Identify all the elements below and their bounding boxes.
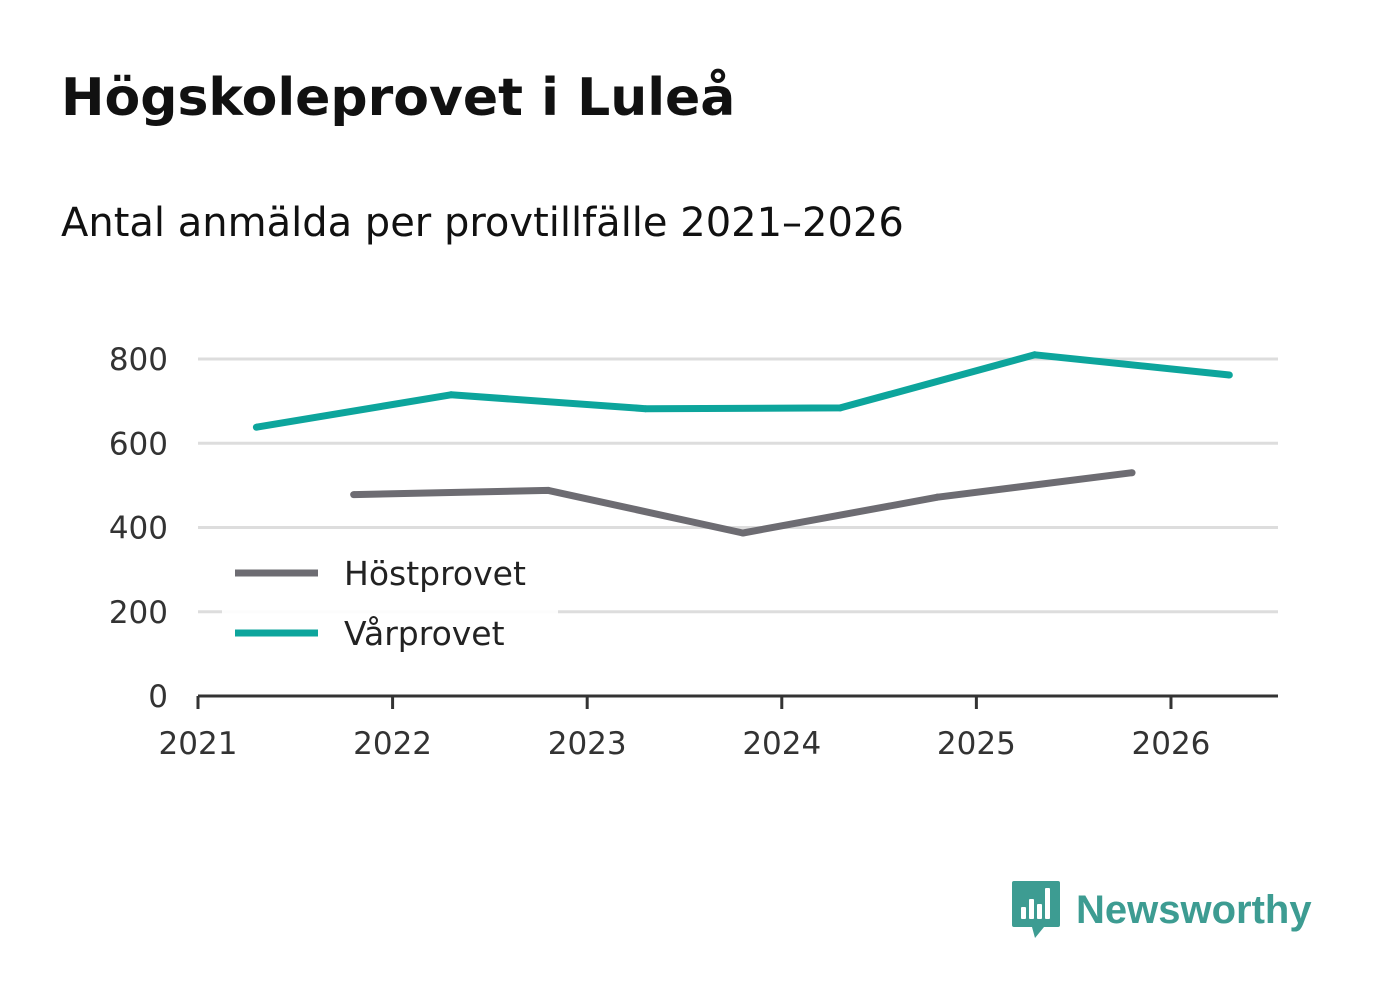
x-tick-label: 2023 — [548, 726, 627, 762]
data-point — [642, 405, 650, 413]
chart-subtitle: Antal anmälda per provtillfälle 2021–202… — [61, 200, 904, 246]
data-point — [447, 391, 455, 399]
y-tick-label: 0 — [148, 679, 168, 715]
data-point — [350, 491, 358, 499]
x-tick-label: 2026 — [1132, 726, 1211, 762]
data-point — [1031, 351, 1039, 359]
data-point — [933, 493, 941, 501]
x-tick-label: 2022 — [353, 726, 432, 762]
y-tick-label: 400 — [109, 511, 168, 547]
axes: 0 200 400 600 800 2021 2022 2023 2024 2025 2026 — [109, 342, 1278, 762]
series-line-hostprovet — [353, 469, 1133, 537]
x-tick-label: 2025 — [937, 726, 1016, 762]
newsworthy-logo-icon — [1012, 881, 1060, 938]
x-tick-label: 2021 — [159, 726, 238, 762]
data-point — [1128, 469, 1136, 477]
y-tick-label: 800 — [109, 342, 168, 378]
series-line-varprovet — [255, 351, 1230, 431]
series-lines — [252, 351, 1233, 537]
data-point — [836, 404, 844, 412]
legend-label: Vårprovet — [344, 614, 505, 653]
brand-logo: Newsworthy — [1010, 878, 1312, 942]
legend-background — [222, 545, 558, 665]
legend-label: Höstprovet — [344, 554, 526, 593]
x-tick-label: 2024 — [742, 726, 821, 762]
data-point — [544, 486, 552, 494]
chart-title: Högskoleprovet i Luleå — [61, 68, 736, 128]
y-tick-label: 600 — [109, 426, 168, 462]
y-tick-label: 200 — [109, 595, 168, 631]
data-point — [1225, 371, 1233, 379]
data-point — [252, 423, 260, 431]
data-point — [739, 529, 747, 537]
legend: Höstprovet Vårprovet — [222, 545, 558, 665]
brand-name: Newsworthy — [1076, 887, 1312, 932]
